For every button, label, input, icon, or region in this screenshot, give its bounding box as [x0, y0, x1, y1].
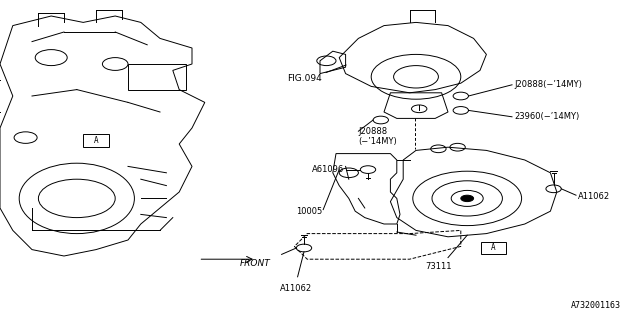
Text: 23960(−’14MY): 23960(−’14MY)	[514, 112, 579, 121]
Circle shape	[461, 195, 474, 202]
Text: J20888(−’14MY): J20888(−’14MY)	[514, 80, 582, 89]
Text: A11062: A11062	[280, 284, 312, 293]
Text: J20888
(−’14MY): J20888 (−’14MY)	[358, 127, 397, 146]
Text: A732001163: A732001163	[571, 301, 621, 310]
Text: A61096: A61096	[312, 165, 344, 174]
Text: A: A	[491, 244, 496, 252]
Text: 73111: 73111	[426, 262, 452, 271]
Text: A11062: A11062	[578, 192, 610, 201]
Text: A: A	[93, 136, 99, 145]
Text: FIG.094: FIG.094	[287, 74, 322, 83]
Text: 10005: 10005	[296, 207, 322, 216]
Text: FRONT: FRONT	[240, 260, 271, 268]
